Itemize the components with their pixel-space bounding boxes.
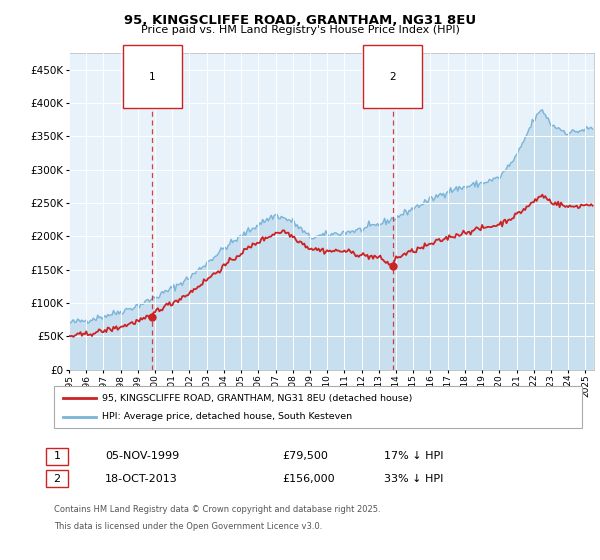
Text: £156,000: £156,000 bbox=[282, 474, 335, 484]
Text: Price paid vs. HM Land Registry's House Price Index (HPI): Price paid vs. HM Land Registry's House … bbox=[140, 25, 460, 35]
Text: 1: 1 bbox=[149, 72, 156, 82]
Text: HPI: Average price, detached house, South Kesteven: HPI: Average price, detached house, Sout… bbox=[102, 412, 352, 421]
Text: Contains HM Land Registry data © Crown copyright and database right 2025.: Contains HM Land Registry data © Crown c… bbox=[54, 505, 380, 514]
Text: 33% ↓ HPI: 33% ↓ HPI bbox=[384, 474, 443, 484]
Text: 95, KINGSCLIFFE ROAD, GRANTHAM, NG31 8EU: 95, KINGSCLIFFE ROAD, GRANTHAM, NG31 8EU bbox=[124, 14, 476, 27]
Text: 95, KINGSCLIFFE ROAD, GRANTHAM, NG31 8EU (detached house): 95, KINGSCLIFFE ROAD, GRANTHAM, NG31 8EU… bbox=[102, 394, 412, 403]
Text: 2: 2 bbox=[389, 72, 396, 82]
Text: 17% ↓ HPI: 17% ↓ HPI bbox=[384, 451, 443, 461]
Text: £79,500: £79,500 bbox=[282, 451, 328, 461]
Text: This data is licensed under the Open Government Licence v3.0.: This data is licensed under the Open Gov… bbox=[54, 522, 322, 531]
Text: 18-OCT-2013: 18-OCT-2013 bbox=[105, 474, 178, 484]
Text: 2: 2 bbox=[53, 474, 61, 484]
Text: 1: 1 bbox=[53, 451, 61, 461]
Text: 05-NOV-1999: 05-NOV-1999 bbox=[105, 451, 179, 461]
